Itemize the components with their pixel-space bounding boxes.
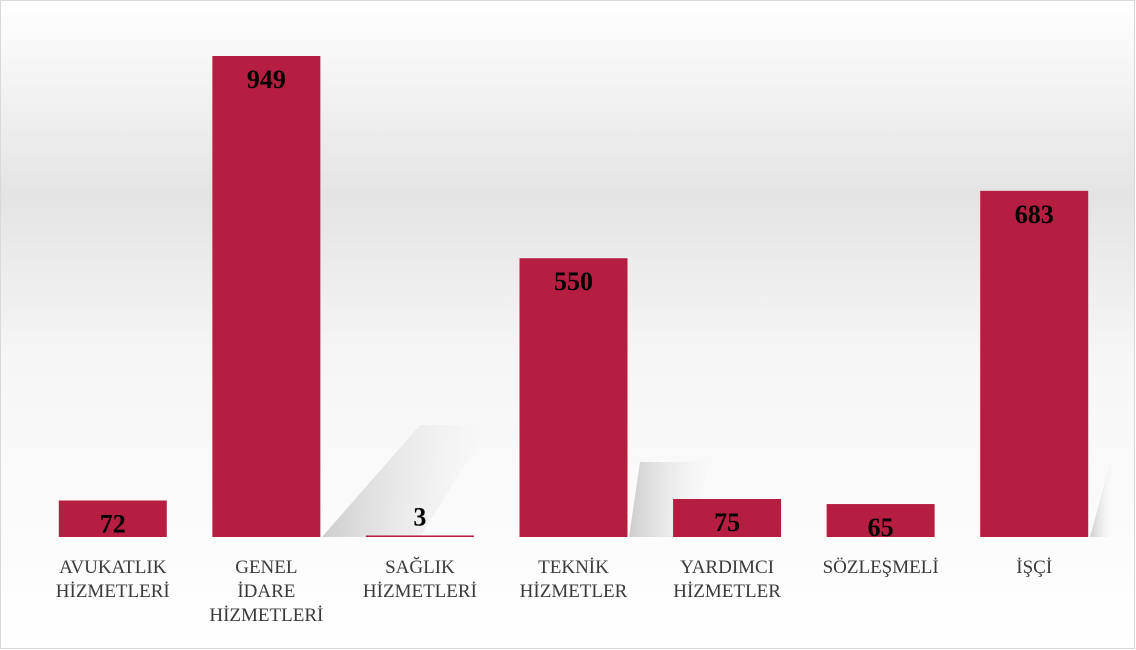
data-label: 65: [868, 513, 894, 542]
data-label: 550: [554, 267, 593, 296]
data-label: 949: [247, 65, 286, 94]
x-tick-label: SAĞLIK HİZMETLERİ: [363, 556, 477, 602]
bar: [980, 190, 1089, 538]
bar: [673, 498, 782, 537]
bar: [365, 535, 474, 537]
data-label: 683: [1015, 200, 1054, 229]
bar: [58, 500, 167, 537]
x-tick-label: TEKNİK HİZMETLER: [520, 557, 628, 602]
plot: AVUKATLIK HİZMETLERİ 72 GENEL İDARE HİZMETLER…: [56, 56, 1089, 626]
data-label: 75: [714, 508, 740, 537]
bar: [519, 258, 628, 537]
bar: [212, 56, 321, 537]
data-label: 3: [413, 502, 426, 531]
x-tick-label: İŞÇİ: [1016, 557, 1052, 578]
shadow: [322, 425, 490, 537]
x-tick-label: SÖZLEŞMELİ: [823, 557, 939, 578]
x-tick-label: YARDIMCI HİZMETLER: [673, 557, 781, 602]
x-tick-label: GENEL İDARE HİZMETLERİ: [209, 557, 323, 626]
bar: [826, 504, 935, 537]
shadow: [1090, 455, 1112, 537]
data-label: 72: [100, 510, 126, 539]
x-tick-label: AVUKATLIK HİZMETLERİ: [56, 557, 170, 602]
